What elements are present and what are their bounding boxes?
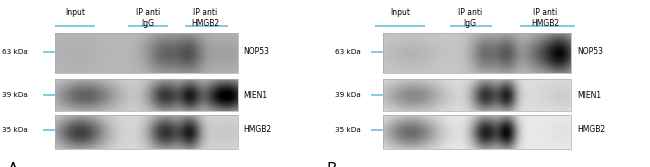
Text: 35 kDa: 35 kDa [2,127,28,133]
Text: Input: Input [65,8,85,17]
Text: B: B [326,162,337,167]
Text: NOP53: NOP53 [577,47,603,56]
Text: 63 kDa: 63 kDa [2,49,28,55]
Text: 35 kDa: 35 kDa [335,127,361,133]
Text: IP anti
HMGB2: IP anti HMGB2 [191,8,219,28]
Text: HMGB2: HMGB2 [577,125,605,134]
Bar [55,79,238,111]
Text: IP anti
HMGB2: IP anti HMGB2 [531,8,559,28]
Bar [383,33,571,73]
Text: 39 kDa: 39 kDa [335,92,361,98]
Text: MIEN1: MIEN1 [577,91,601,100]
Bar [383,79,571,111]
Text: A: A [8,162,18,167]
Text: 63 kDa: 63 kDa [335,49,361,55]
Text: IP anti
IgG: IP anti IgG [458,8,482,28]
Text: MIEN1: MIEN1 [243,91,267,100]
Bar [55,115,238,149]
Text: HMGB2: HMGB2 [243,125,271,134]
Text: IP anti
IgG: IP anti IgG [136,8,160,28]
Text: 39 kDa: 39 kDa [2,92,28,98]
Text: Input: Input [390,8,410,17]
Bar [383,115,571,149]
Bar [55,33,238,73]
Text: NOP53: NOP53 [243,47,269,56]
